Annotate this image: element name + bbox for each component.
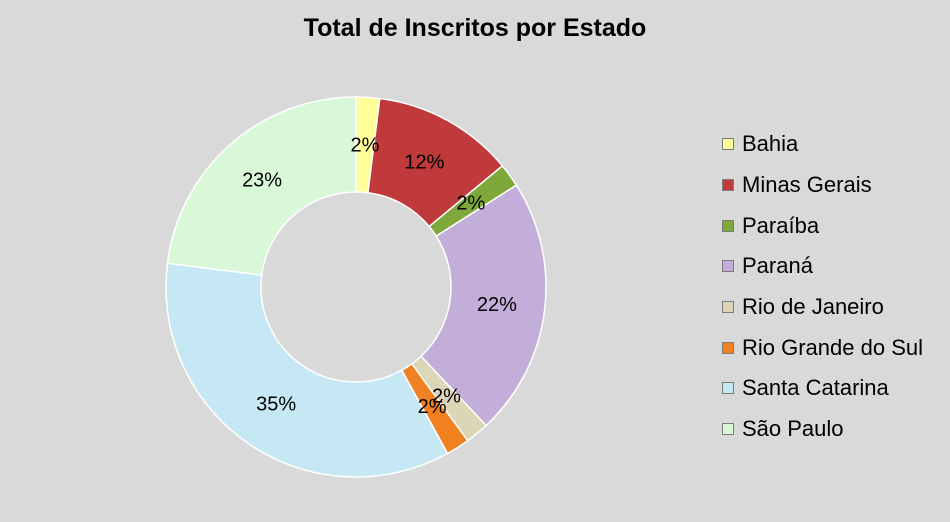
label-bahia: 2% bbox=[350, 134, 379, 156]
legend-item-bahia: Bahia bbox=[722, 124, 923, 165]
legend-item-sao-paulo: São Paulo bbox=[722, 409, 923, 450]
legend-item-parana: Paraná bbox=[722, 246, 923, 287]
legend-label: Minas Gerais bbox=[742, 172, 872, 198]
legend-label: Rio de Janeiro bbox=[742, 294, 884, 320]
legend-item-minas-gerais: Minas Gerais bbox=[722, 165, 923, 206]
legend-swatch bbox=[722, 301, 734, 314]
legend-label: São Paulo bbox=[742, 416, 844, 442]
label-sao-paulo: 23% bbox=[242, 169, 282, 191]
label-santa-catarina: 35% bbox=[256, 393, 296, 415]
slice-santa-catarina bbox=[165, 262, 449, 478]
label-minas-gerais: 12% bbox=[404, 152, 444, 174]
slice-sao-paulo bbox=[166, 96, 357, 276]
legend-item-paraiba: Paraíba bbox=[722, 205, 923, 246]
label-parana: 22% bbox=[477, 294, 517, 316]
legend-item-santa-catarina: Santa Catarina bbox=[722, 368, 923, 409]
slice-parana bbox=[419, 184, 547, 427]
legend-swatch bbox=[722, 219, 734, 232]
legend: Bahia Minas Gerais Paraíba Paraná Rio de Jan… bbox=[722, 124, 923, 450]
percent-labels: 2%12%2%22%2%2%35%23% bbox=[242, 134, 517, 418]
legend-swatch bbox=[722, 382, 734, 395]
legend-swatch bbox=[722, 260, 734, 273]
slices bbox=[165, 96, 547, 478]
legend-swatch bbox=[722, 423, 734, 436]
legend-label: Bahia bbox=[742, 131, 799, 157]
legend-label: Santa Catarina bbox=[742, 375, 889, 401]
legend-swatch bbox=[722, 179, 734, 192]
legend-swatch bbox=[722, 341, 734, 354]
label-rio-grande-do-sul: 2% bbox=[418, 396, 447, 418]
legend-label: Paraná bbox=[742, 253, 813, 279]
legend-label: Rio Grande do Sul bbox=[742, 334, 923, 360]
chart-title: Total de Inscritos por Estado bbox=[303, 14, 647, 42]
legend-label: Paraíba bbox=[742, 212, 820, 238]
label-paraiba: 2% bbox=[456, 193, 485, 215]
legend-item-rio-grande-do-sul: Rio Grande do Sul bbox=[722, 327, 923, 368]
legend-item-rio-de-janeiro: Rio de Janeiro bbox=[722, 287, 923, 328]
legend-swatch bbox=[722, 138, 734, 151]
label-rio-de-janeiro: 2% bbox=[432, 385, 461, 407]
